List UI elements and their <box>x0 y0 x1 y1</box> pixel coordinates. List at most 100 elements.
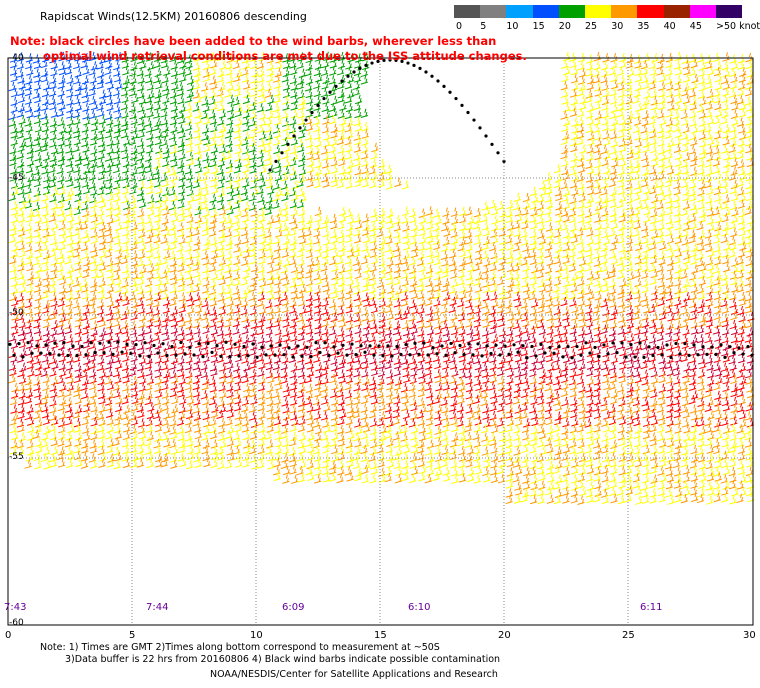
wind-barb <box>273 284 282 294</box>
wind-barb <box>489 410 497 421</box>
wind-barb <box>49 138 57 148</box>
wind-barb <box>202 72 211 83</box>
wind-barb <box>232 96 240 106</box>
wind-barb <box>587 290 595 301</box>
wind-barb <box>650 171 658 182</box>
wind-barb <box>624 75 633 85</box>
wind-barb <box>706 115 715 125</box>
wind-barb <box>57 79 65 90</box>
wind-barb <box>728 220 736 230</box>
wind-barb <box>202 263 210 274</box>
wind-barb <box>475 271 483 281</box>
wind-barb <box>51 360 59 370</box>
wind-barb <box>74 171 82 181</box>
wind-barb <box>313 130 322 140</box>
wind-barb <box>689 220 698 230</box>
wind-barb <box>258 227 266 237</box>
wind-barb <box>90 278 98 288</box>
wind-barb <box>738 291 746 302</box>
wind-barb <box>731 257 739 267</box>
wind-barb <box>275 381 283 391</box>
wind-barb <box>105 95 114 106</box>
wind-barb <box>161 177 170 188</box>
wind-barb <box>34 234 42 244</box>
wind-barb <box>512 319 521 330</box>
legend-swatch <box>558 5 585 18</box>
wind-barb <box>704 123 712 133</box>
wind-barb <box>425 229 433 239</box>
wind-barb <box>147 206 155 217</box>
wind-barb <box>113 192 121 203</box>
wind-barb <box>641 369 649 379</box>
wind-barb <box>699 96 707 106</box>
wind-barb <box>585 54 594 64</box>
wind-barb <box>603 292 611 302</box>
wind-barb <box>698 130 707 141</box>
wind-barb <box>226 305 234 316</box>
wind-barb <box>241 191 249 202</box>
wind-barb <box>322 178 330 188</box>
wind-barb <box>9 221 17 232</box>
wind-barb <box>42 271 50 281</box>
wind-barb <box>169 95 177 105</box>
wind-barb <box>696 220 704 231</box>
wind-barb <box>536 248 544 259</box>
wind-barb <box>153 227 161 237</box>
wind-barb <box>339 101 347 111</box>
wind-barb <box>729 431 737 441</box>
wind-barb <box>346 404 355 414</box>
wind-barb <box>578 68 587 78</box>
wind-barb <box>560 221 568 231</box>
wind-barb <box>272 192 280 202</box>
wind-barb <box>147 199 155 210</box>
wind-barb <box>579 417 587 428</box>
wind-barb <box>586 80 594 91</box>
wind-barb <box>370 213 379 223</box>
wind-barb <box>361 178 370 188</box>
wind-barb <box>275 219 283 230</box>
wind-barb <box>704 54 712 64</box>
wind-barb <box>337 369 346 379</box>
wind-barb <box>307 431 315 441</box>
wind-barb <box>553 305 561 316</box>
wind-barb <box>656 124 665 134</box>
wind-barb <box>154 317 162 328</box>
wind-barb <box>74 362 82 372</box>
wind-barb <box>618 115 626 126</box>
wind-barb <box>730 157 739 168</box>
wind-barb <box>210 458 218 469</box>
wind-barb <box>571 117 579 127</box>
wind-barb <box>648 115 656 125</box>
wind-barb <box>248 137 256 147</box>
wind-barb <box>146 431 154 441</box>
wind-barb <box>136 192 145 202</box>
wind-barb <box>571 271 579 281</box>
wind-barb <box>57 458 66 468</box>
wind-barb <box>360 75 368 85</box>
legend-label: 45 <box>689 21 702 32</box>
wind-barb <box>112 136 121 146</box>
legend-label: 20 <box>558 21 571 32</box>
wind-barb <box>64 446 73 456</box>
wind-barb <box>443 227 451 237</box>
wind-barb <box>147 89 155 99</box>
wind-barb <box>569 194 577 204</box>
wind-barb <box>41 207 50 217</box>
wind-barb <box>83 184 91 195</box>
wind-barb <box>666 397 674 407</box>
wind-barb <box>168 179 176 189</box>
wind-barb <box>337 445 345 455</box>
wind-barb <box>728 171 737 181</box>
wind-barb <box>587 74 595 85</box>
wind-barb <box>441 368 449 379</box>
wind-barb <box>696 333 705 344</box>
wind-barb <box>625 136 633 146</box>
wind-barb <box>370 325 379 335</box>
wind-barb <box>250 80 258 91</box>
wind-barb <box>402 250 410 260</box>
wind-barb <box>497 446 506 456</box>
wind-barb <box>698 75 706 85</box>
wind-barb <box>578 81 586 92</box>
wind-barb <box>714 283 722 294</box>
wind-barb <box>625 423 634 434</box>
